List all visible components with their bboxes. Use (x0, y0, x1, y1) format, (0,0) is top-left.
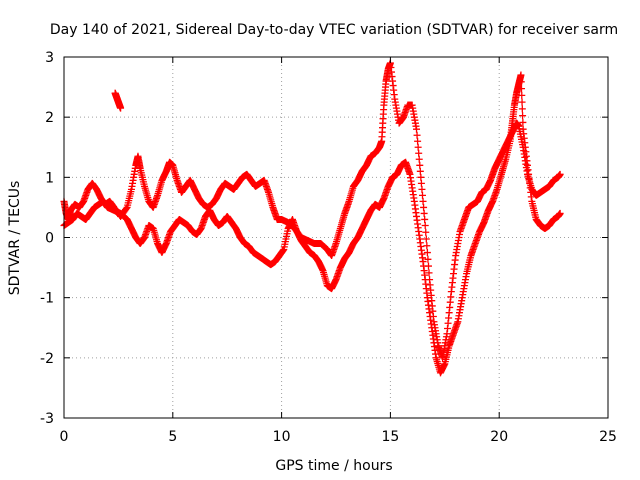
data-point (425, 269, 433, 277)
data-point (417, 179, 425, 187)
data-point (117, 104, 125, 112)
data-point (424, 255, 432, 263)
data-point (421, 215, 429, 223)
data-point (416, 161, 424, 169)
x-tick-label: 5 (168, 429, 177, 445)
data-point (517, 78, 525, 86)
data-point (422, 235, 430, 243)
y-axis-label: SDTVAR / TECUs (7, 181, 23, 296)
data-point (420, 203, 428, 211)
data-point (518, 91, 526, 99)
data-point (420, 209, 428, 217)
data-point (418, 185, 426, 193)
data-point (413, 131, 421, 139)
data-point (422, 228, 430, 236)
data-point (122, 205, 130, 213)
chart-title: Day 140 of 2021, Sidereal Day-to-day VTE… (50, 22, 618, 38)
data-point (517, 71, 525, 79)
data-point (518, 98, 526, 106)
y-tick-label: 3 (45, 50, 54, 66)
data-point (556, 170, 564, 178)
data-point (423, 249, 431, 257)
y-tick-label: 1 (45, 170, 54, 186)
data-point (414, 143, 422, 151)
data-point (519, 118, 527, 126)
data-point (419, 197, 427, 205)
x-tick-label: 20 (490, 429, 508, 445)
y-tick-label: -1 (40, 291, 54, 307)
data-point (418, 191, 426, 199)
tick-labels: 0 5 10 15 20 25 -3 -2 -1 0 1 2 3 (40, 50, 617, 445)
y-tick-label: 0 (45, 231, 54, 247)
data-point (415, 149, 423, 157)
y-tick-label: -2 (40, 351, 54, 367)
data-series (60, 59, 564, 377)
data-point (519, 112, 527, 120)
x-tick-label: 10 (273, 429, 291, 445)
x-tick-label: 0 (60, 429, 69, 445)
data-point (414, 137, 422, 145)
y-tick-label: 2 (45, 110, 54, 126)
x-axis-label: GPS time / hours (275, 458, 392, 474)
data-point (518, 105, 526, 113)
x-tick-label: 15 (381, 429, 399, 445)
data-point (518, 85, 526, 93)
axis-ticks (63, 56, 609, 419)
data-point (556, 209, 564, 217)
data-point (415, 155, 423, 163)
data-point (421, 221, 429, 229)
data-point (413, 125, 421, 133)
series-isolated-cluster (111, 89, 125, 112)
y-tick-label: -3 (40, 411, 54, 427)
series-lower-track (60, 71, 564, 377)
data-point (417, 173, 425, 181)
data-point (423, 242, 431, 250)
data-point (416, 167, 424, 175)
x-tick-label: 25 (599, 429, 617, 445)
